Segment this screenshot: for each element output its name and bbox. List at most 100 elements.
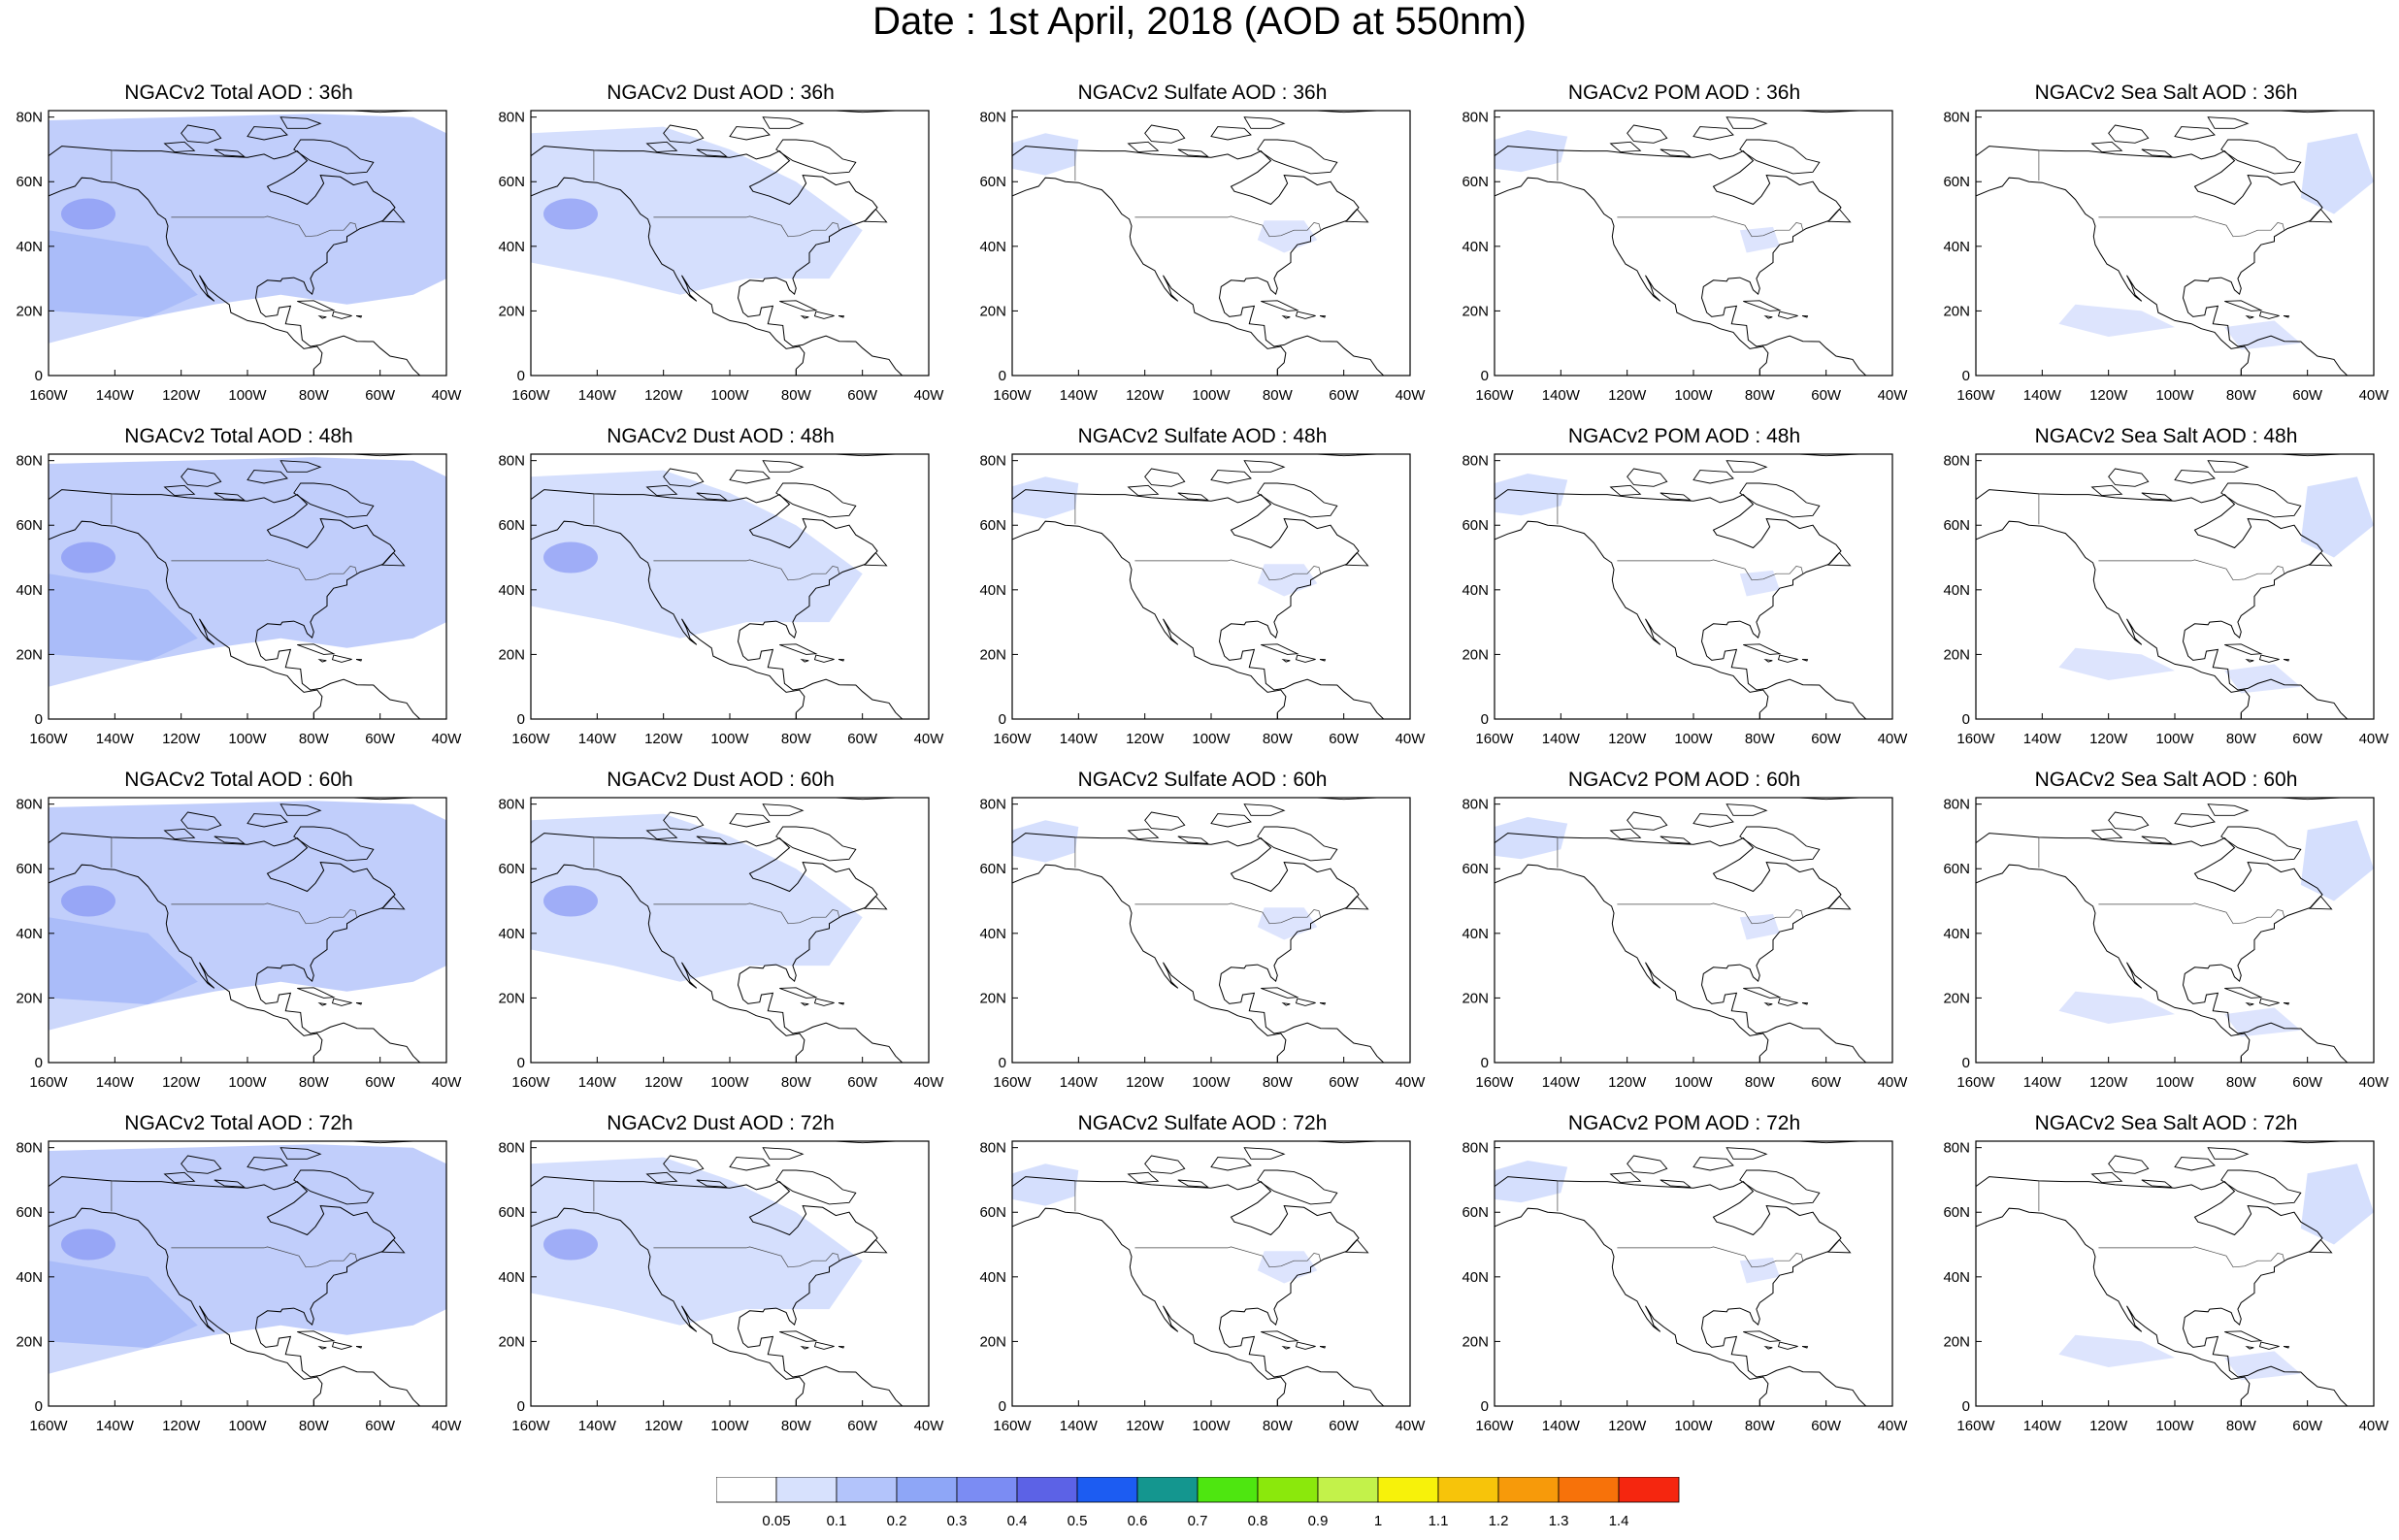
y-tick-label: 20N (1943, 646, 1970, 663)
y-tick-label: 60N (1462, 174, 1489, 190)
island-outline (1777, 311, 1798, 319)
x-tick-label: 120W (2089, 731, 2128, 747)
island-outline (2220, 139, 2302, 175)
island-outline (778, 300, 818, 311)
aod-shading (2300, 476, 2374, 558)
y-tick-label: 20N (1943, 1333, 1970, 1350)
coastline (49, 489, 421, 719)
aod-shading (61, 1229, 115, 1261)
aod-shading (1739, 570, 1780, 597)
island-outline (778, 987, 818, 999)
map-panel: NGACv2 Sulfate AOD : 60h 160W 140W 120W 100W… (966, 769, 1426, 1110)
y-tick-label: 0 (516, 368, 524, 384)
island-outline (2281, 454, 2374, 457)
y-tick-label: 60N (498, 174, 525, 190)
y-tick-label: 60N (979, 174, 1006, 190)
island-outline (297, 300, 336, 311)
island-outline (799, 315, 808, 319)
y-tick-label: 40N (16, 239, 43, 255)
x-tick-label: 140W (2023, 387, 2062, 404)
x-tick-label: 80W (1263, 731, 1294, 747)
x-tick-label: 60W (365, 731, 396, 747)
x-tick-label: 80W (299, 387, 330, 404)
map-panel: NGACv2 Total AOD : 36h 160W 140W 120W 100W 80… (2, 82, 462, 423)
map-panel: NGACv2 Dust AOD : 60h 160W 140W 120W 100W 80W… (484, 769, 944, 1110)
y-tick-label: 80N (979, 797, 1006, 813)
panel-title: NGACv2 Dust AOD : 60h (607, 769, 835, 791)
panel-title: NGACv2 POM AOD : 72h (1567, 1112, 1801, 1134)
colorbar-label: 0.8 (1248, 1513, 1268, 1529)
aod-shading (49, 1261, 198, 1374)
island-outline (2174, 813, 2216, 828)
x-tick-label: 80W (1744, 1418, 1775, 1434)
island-outline (863, 895, 888, 910)
island-outline (728, 1157, 771, 1171)
y-tick-label: 0 (516, 711, 524, 728)
island-outline (813, 311, 835, 319)
x-tick-label: 160W (1475, 731, 1514, 747)
political-border (2098, 902, 2285, 925)
y-tick-label: 80N (16, 797, 43, 813)
coastline (1976, 1207, 2251, 1406)
island-outline (163, 828, 196, 840)
island-outline (297, 1330, 336, 1342)
island-outline (293, 482, 375, 518)
x-tick-label: 140W (1541, 387, 1580, 404)
x-tick-label: 160W (1475, 387, 1514, 404)
x-tick-label: 60W (2292, 1418, 2323, 1434)
map-plot: 160W 140W 120W 100W 80W 60W 40W 80N 60N 40N 20N 0 (979, 453, 1426, 747)
island-outline (644, 141, 677, 153)
x-tick-label: 60W (365, 387, 396, 404)
colorbar-label: 1 (1374, 1513, 1382, 1529)
map-panel: NGACv2 Sea Salt AOD : 36h 160W 140W 120W 100… (1929, 82, 2389, 423)
aod-shading (1257, 564, 1318, 597)
island-outline (353, 454, 446, 457)
coastline (1976, 489, 2349, 719)
x-tick-label: 40W (913, 1418, 944, 1434)
x-tick-label: 80W (1744, 731, 1775, 747)
y-tick-label: 20N (16, 303, 43, 319)
island-outline (2141, 148, 2174, 157)
x-tick-label: 100W (1674, 1074, 1713, 1091)
island-outline (1317, 1141, 1410, 1144)
x-tick-label: 100W (2155, 387, 2194, 404)
x-tick-label: 100W (1674, 731, 1713, 747)
x-tick-label: 120W (1126, 1418, 1165, 1434)
y-tick-label: 40N (1943, 239, 1970, 255)
x-tick-label: 60W (1329, 1418, 1360, 1434)
y-tick-label: 20N (979, 1333, 1006, 1350)
island-outline (799, 1002, 808, 1006)
y-tick-label: 40N (979, 926, 1006, 942)
political-border (652, 559, 839, 581)
y-tick-label: 0 (999, 711, 1006, 728)
x-tick-label: 60W (2292, 387, 2323, 404)
x-tick-label: 60W (2292, 1074, 2323, 1091)
island-outline (2141, 1179, 2174, 1188)
island-outline (1257, 482, 1338, 518)
island-outline (838, 314, 844, 318)
aod-shading (530, 470, 863, 639)
island-outline (1692, 1157, 1734, 1171)
island-outline (644, 1171, 677, 1184)
island-outline (2108, 1155, 2150, 1174)
island-outline (1742, 643, 1782, 655)
island-outline (246, 126, 288, 141)
island-outline (331, 998, 352, 1006)
y-tick-label: 80N (979, 453, 1006, 470)
map-panel: NGACv2 POM AOD : 72h 160W 140W 120W 100W 80W 6… (1448, 1112, 1908, 1454)
panel-title: NGACv2 Sea Salt AOD : 72h (2034, 1112, 2298, 1134)
x-tick-label: 40W (2359, 387, 2390, 404)
x-tick-label: 40W (1877, 1418, 1908, 1434)
x-tick-label: 60W (1329, 387, 1360, 404)
y-tick-label: 40N (1943, 1269, 1970, 1286)
x-tick-label: 40W (432, 1418, 463, 1434)
island-outline (2308, 1238, 2333, 1254)
island-outline (1798, 798, 1892, 801)
island-outline (2090, 141, 2123, 153)
island-outline (2283, 1001, 2290, 1005)
coastline (1494, 833, 1866, 1063)
x-tick-label: 80W (1744, 387, 1775, 404)
x-tick-label: 160W (29, 387, 68, 404)
panel-title: NGACv2 POM AOD : 36h (1567, 82, 1801, 104)
coastline (49, 1207, 323, 1406)
